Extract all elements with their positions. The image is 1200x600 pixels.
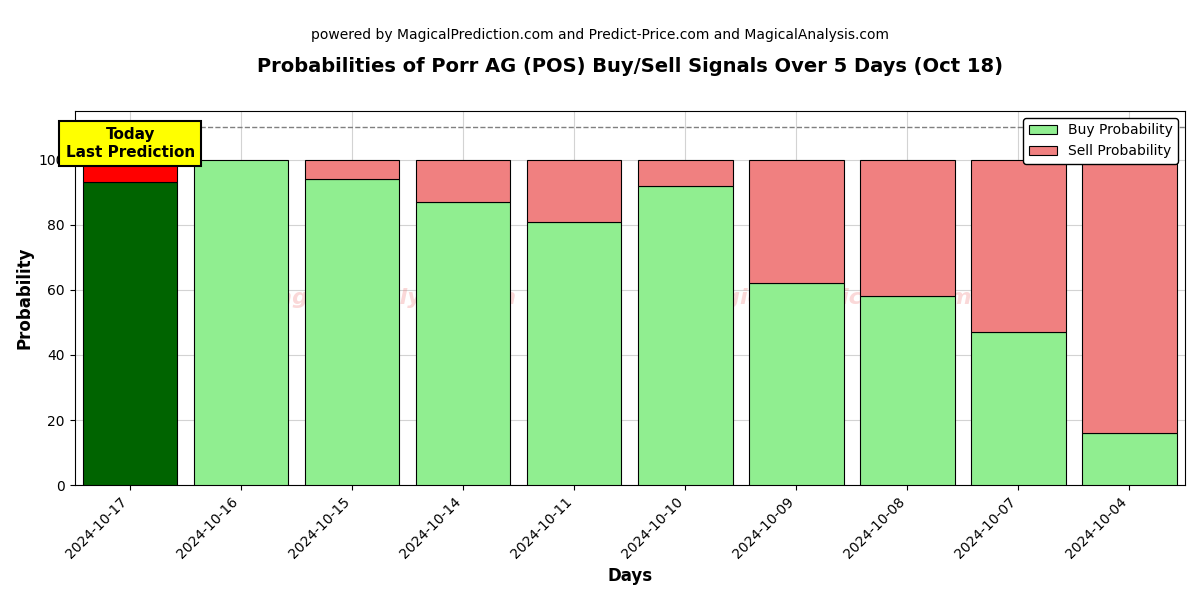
Text: powered by MagicalPrediction.com and Predict-Price.com and MagicalAnalysis.com: powered by MagicalPrediction.com and Pre… xyxy=(311,28,889,42)
Text: MagicalAnalysis.com: MagicalAnalysis.com xyxy=(256,288,516,308)
Bar xyxy=(749,160,844,283)
Bar xyxy=(860,296,955,485)
Bar xyxy=(416,202,510,485)
Bar xyxy=(971,332,1066,485)
Bar xyxy=(1082,433,1177,485)
Bar xyxy=(527,160,622,221)
Bar xyxy=(416,160,510,202)
Bar xyxy=(83,182,178,485)
Bar xyxy=(305,179,400,485)
Bar xyxy=(971,160,1066,332)
Text: Today
Last Prediction: Today Last Prediction xyxy=(66,127,194,160)
Text: MagicalPrediction.com: MagicalPrediction.com xyxy=(688,288,972,308)
Bar xyxy=(749,283,844,485)
Bar xyxy=(1082,160,1177,433)
Bar xyxy=(638,186,732,485)
Legend: Buy Probability, Sell Probability: Buy Probability, Sell Probability xyxy=(1024,118,1178,164)
Bar xyxy=(860,160,955,296)
Y-axis label: Probability: Probability xyxy=(16,247,34,349)
Bar xyxy=(638,160,732,186)
X-axis label: Days: Days xyxy=(607,567,653,585)
Bar xyxy=(83,160,178,182)
Bar xyxy=(527,221,622,485)
Bar xyxy=(194,160,288,485)
Title: Probabilities of Porr AG (POS) Buy/Sell Signals Over 5 Days (Oct 18): Probabilities of Porr AG (POS) Buy/Sell … xyxy=(257,57,1003,76)
Bar xyxy=(305,160,400,179)
